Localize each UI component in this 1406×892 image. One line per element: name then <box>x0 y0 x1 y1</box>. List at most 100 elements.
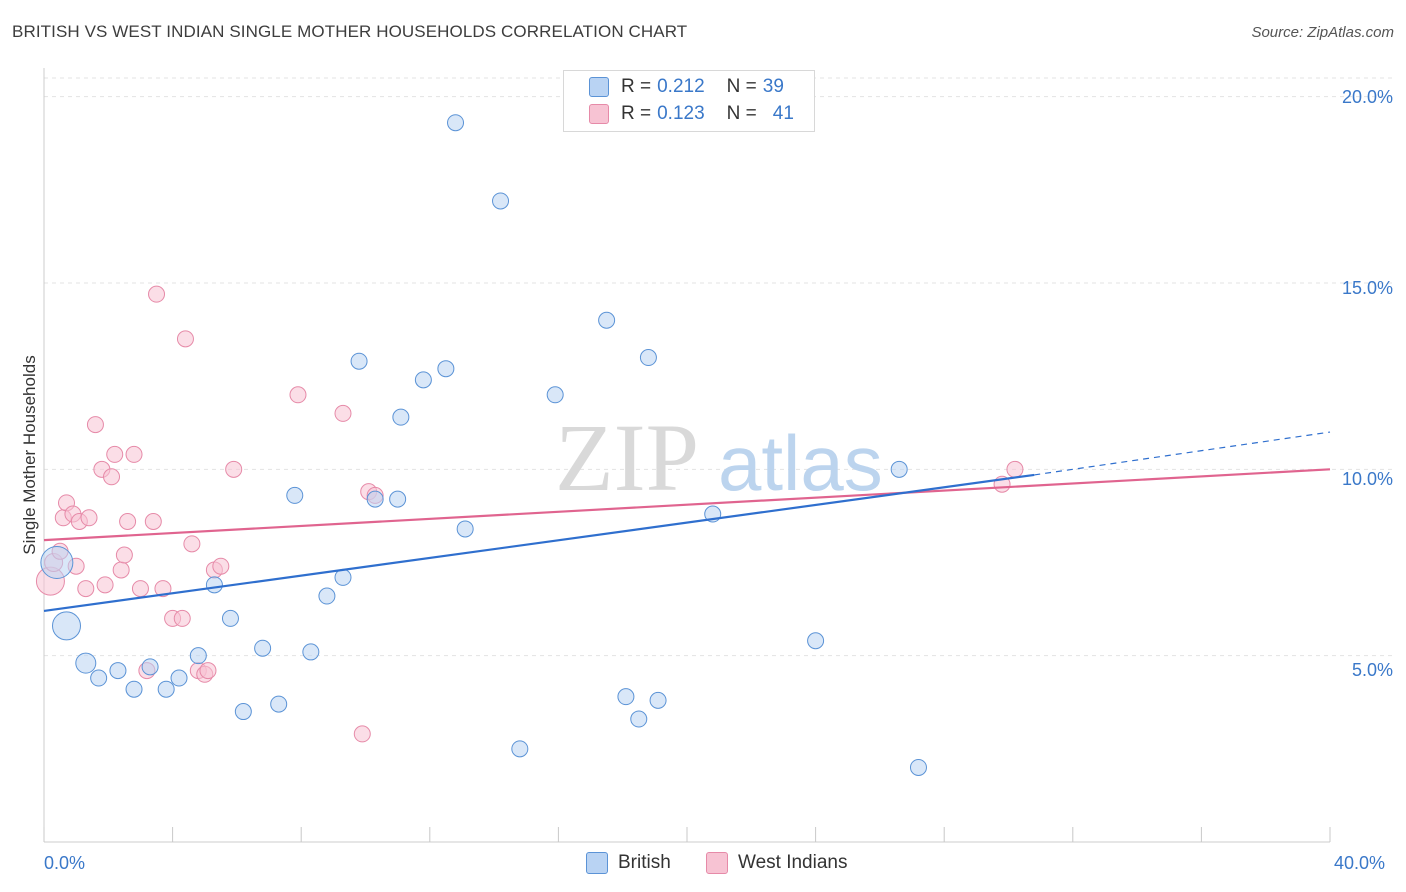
axes <box>43 68 1331 843</box>
british-legend-icon <box>586 852 608 874</box>
british-point <box>286 486 304 504</box>
british-point <box>630 710 648 728</box>
british-point <box>254 639 272 657</box>
west-indians-point <box>225 460 243 478</box>
british-point <box>170 669 188 687</box>
british-point <box>649 691 667 709</box>
british-point <box>318 587 336 605</box>
british-point <box>598 311 616 329</box>
west-indians-point <box>212 557 230 575</box>
british-point <box>639 349 657 367</box>
british-point <box>456 520 474 538</box>
british-point <box>125 680 143 698</box>
grid-lines <box>44 77 1393 657</box>
british-point <box>141 658 159 676</box>
y-tick-10: 10.0% <box>1341 469 1393 489</box>
west-indians-legend-label: West Indians <box>738 852 848 873</box>
british-points <box>40 114 927 776</box>
west-indians-point <box>183 535 201 553</box>
legend-row-west-indians: R = 0.123 N = 41 <box>589 103 794 125</box>
british-point <box>205 576 223 594</box>
west-indians-point <box>112 561 130 579</box>
west-indians-point <box>131 580 149 598</box>
west-indians-point <box>86 416 104 434</box>
watermark-zip: ZIP <box>555 404 699 511</box>
west-indians-point <box>199 662 217 680</box>
west-indians-trend-line <box>43 468 1331 542</box>
british-point <box>617 688 635 706</box>
british-point <box>270 695 288 713</box>
british-legend-label: British <box>618 852 671 873</box>
west-indians-point <box>176 330 194 348</box>
british-point <box>52 611 82 641</box>
british-point <box>366 490 384 508</box>
west-indians-n-value: 41 <box>772 103 794 124</box>
west-indians-point <box>154 580 172 598</box>
west-indians-point <box>106 445 124 463</box>
west-indians-point <box>148 285 166 303</box>
bottom-legend-west-indians[interactable]: West Indians <box>706 851 847 875</box>
british-point <box>890 460 908 478</box>
british-trend-line <box>43 473 1035 613</box>
west-indians-point <box>353 725 371 743</box>
west-indians-swatch-icon <box>589 104 609 124</box>
british-point <box>389 490 407 508</box>
british-point <box>392 408 410 426</box>
british-trend-extension <box>1034 431 1331 476</box>
british-point <box>189 647 207 665</box>
british-point <box>334 568 352 586</box>
british-point <box>109 662 127 680</box>
british-n-label: N = <box>726 76 757 97</box>
british-swatch-icon <box>589 77 609 97</box>
british-point <box>546 386 564 404</box>
west-indians-point <box>80 509 98 527</box>
british-point <box>40 545 74 579</box>
y-tick-15: 15.0% <box>1341 278 1393 298</box>
correlation-legend: R = 0.212 N = 39 R = 0.123 N = 41 <box>563 70 815 132</box>
west-indians-point <box>144 512 162 530</box>
west-indians-point <box>334 404 352 422</box>
british-point <box>90 669 108 687</box>
british-point <box>157 680 175 698</box>
west-indians-point <box>1006 460 1024 478</box>
british-point <box>414 371 432 389</box>
source-label: Source: ZipAtlas.com <box>1251 24 1394 41</box>
west-indians-n-label: N = <box>726 103 757 124</box>
british-r-value: 0.212 <box>657 76 705 97</box>
british-point <box>302 643 320 661</box>
british-point <box>437 360 455 378</box>
west-indians-point <box>125 445 143 463</box>
trend-lines <box>43 431 1331 613</box>
british-r-label: R = <box>621 76 652 97</box>
british-point <box>350 352 368 370</box>
chart-title: BRITISH VS WEST INDIAN SINGLE MOTHER HOU… <box>12 22 688 41</box>
west-indians-r-value: 0.123 <box>657 103 705 124</box>
west-indians-point <box>173 609 191 627</box>
legend-row-british: R = 0.212 N = 39 <box>589 76 784 98</box>
british-point <box>511 740 529 758</box>
british-point <box>807 632 825 650</box>
bottom-legend-british[interactable]: British <box>586 851 671 875</box>
british-point <box>221 609 239 627</box>
west-indians-point <box>77 580 95 598</box>
west-indians-point <box>289 386 307 404</box>
watermark: ZIP atlas <box>555 404 883 511</box>
y-tick-5: 5.0% <box>1351 660 1393 680</box>
y-axis-label: Single Mother Households <box>20 355 39 555</box>
british-point <box>234 703 252 721</box>
british-point <box>75 652 97 674</box>
british-point <box>447 114 465 132</box>
british-point <box>492 192 510 210</box>
west-indians-point <box>103 468 121 486</box>
west-indians-point <box>115 546 133 564</box>
british-point <box>909 758 927 776</box>
west-indians-legend-icon <box>706 852 728 874</box>
x-tick-min: 0.0% <box>44 853 86 873</box>
west-indians-point <box>119 512 137 530</box>
british-n-value: 39 <box>762 76 784 97</box>
x-tick-max: 40.0% <box>1334 853 1386 873</box>
west-indians-point <box>96 576 114 594</box>
watermark-atlas: atlas <box>718 419 883 507</box>
west-indians-r-label: R = <box>621 103 652 124</box>
